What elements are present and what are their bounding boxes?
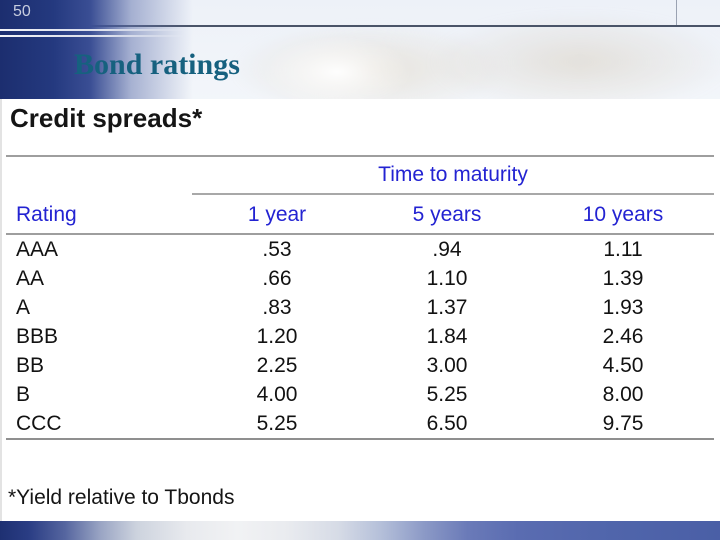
spread-value-cell: 1.37 xyxy=(426,296,468,319)
watermark-blob xyxy=(262,36,412,108)
content-heading: Credit spreads* xyxy=(10,103,203,133)
slide-title: Bond ratings xyxy=(74,48,240,81)
spread-value-cell: .66 xyxy=(262,267,292,290)
slide-number: 50 xyxy=(13,3,31,20)
band-accent-line xyxy=(0,35,195,37)
col-header-5-years: 5 years xyxy=(362,194,532,235)
footnote: *Yield relative to Tbonds xyxy=(8,486,235,509)
spread-value-cell: 1.20 xyxy=(256,325,298,348)
spread-value-cell: 3.00 xyxy=(426,354,468,377)
spread-value-cell: 4.00 xyxy=(256,383,298,406)
table-row: AA .66 1.10 1.39 xyxy=(6,264,714,293)
spread-value-cell: 1.84 xyxy=(426,325,468,348)
spread-value-cell: 1.39 xyxy=(602,267,644,290)
col-header-10-years: 10 years xyxy=(532,194,715,235)
table-row: A .83 1.37 1.93 xyxy=(6,293,714,322)
spread-value-cell: 1.10 xyxy=(426,267,468,290)
col-header-rating: Rating xyxy=(6,194,192,235)
table-row: CCC 5.25 6.50 9.75 xyxy=(6,409,714,439)
bottom-gradient-bar xyxy=(0,521,720,540)
spread-value-cell: .83 xyxy=(262,296,292,319)
watermark-blob xyxy=(430,12,720,112)
table-row: AAA .53 .94 1.11 xyxy=(6,234,714,264)
group-header-row: Time to maturity xyxy=(6,156,715,195)
table-row: BB 2.25 3.00 4.50 xyxy=(6,351,714,380)
spread-value-cell: 1.93 xyxy=(602,296,644,319)
spread-value-cell: .53 xyxy=(262,238,292,261)
credit-spreads-table: Time to maturity Rating 1 year 5 years 1… xyxy=(6,155,715,440)
spread-value-cell: 5.25 xyxy=(256,412,298,435)
rating-cell: B xyxy=(16,383,31,406)
band-accent-line xyxy=(0,29,195,31)
spread-value-cell: 1.11 xyxy=(603,238,643,261)
rating-cell: AAA xyxy=(16,238,59,261)
spread-value-cell: .94 xyxy=(432,238,462,261)
spread-value-cell: 9.75 xyxy=(602,412,644,435)
group-header-time-to-maturity: Time to maturity xyxy=(192,156,715,195)
rating-cell: BB xyxy=(16,354,45,377)
spread-value-cell: 8.00 xyxy=(602,383,644,406)
left-gradient-band xyxy=(0,0,205,99)
column-header-row: Rating 1 year 5 years 10 years xyxy=(6,194,715,235)
spread-value-cell: 2.25 xyxy=(256,354,298,377)
spread-value-cell: 2.46 xyxy=(602,325,644,348)
rating-cell: AA xyxy=(16,267,45,290)
spread-value-cell: 4.50 xyxy=(602,354,644,377)
header-vertical-tick xyxy=(676,0,677,25)
col-header-1-year: 1 year xyxy=(192,194,362,235)
table-row: BBB 1.20 1.84 2.46 xyxy=(6,322,714,351)
header-divider-line xyxy=(0,25,720,27)
table-row: B 4.00 5.25 8.00 xyxy=(6,380,714,409)
rating-cell: CCC xyxy=(16,412,62,435)
table-body: AAA .53.94 1.11 AA .66 1.10 1.39 A .83 1.37 1.93 BB… xyxy=(6,234,714,439)
spread-value-cell: 6.50 xyxy=(426,412,468,435)
spread-value-cell: 5.25 xyxy=(426,383,468,406)
empty-corner-cell xyxy=(6,156,192,194)
rating-cell: A xyxy=(16,296,31,319)
rating-cell: BBB xyxy=(16,325,59,348)
content-box: Credit spreads* Time to maturity Rating … xyxy=(0,99,720,521)
